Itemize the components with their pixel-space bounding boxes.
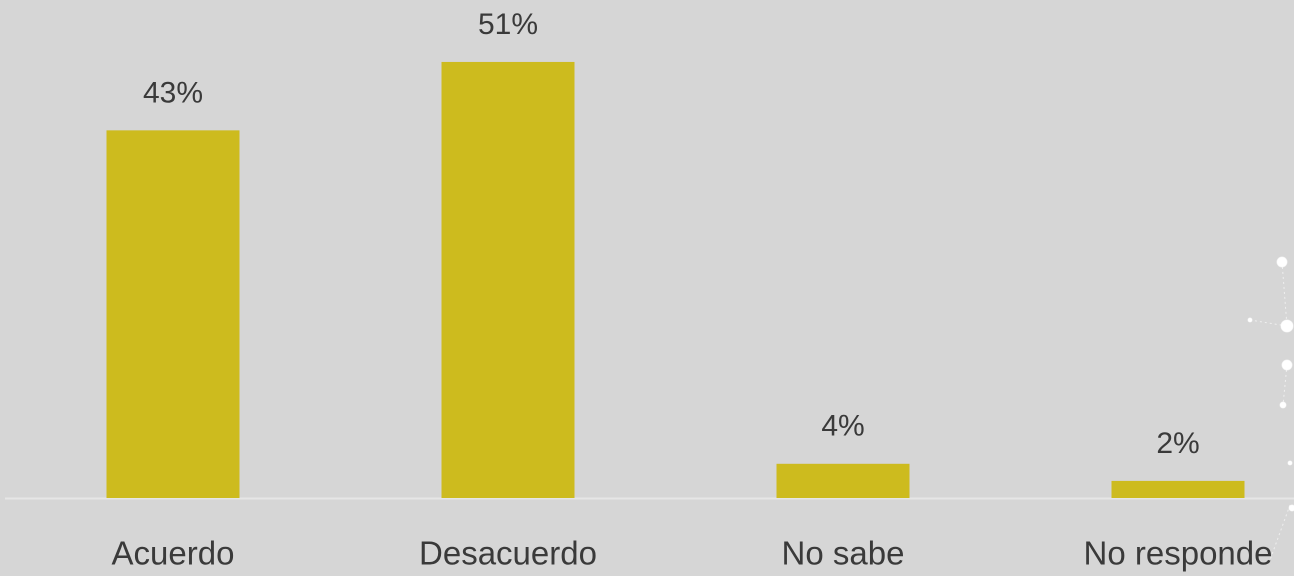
- value-label: 2%: [1156, 427, 1199, 460]
- bar: [776, 463, 910, 498]
- x-tick-label: No responde: [1084, 535, 1273, 572]
- x-tick-label: Acuerdo: [112, 535, 235, 572]
- value-label: 51%: [478, 8, 538, 41]
- bar: [106, 130, 240, 498]
- x-tick-label: No sabe: [782, 535, 905, 572]
- bar: [1111, 480, 1245, 498]
- value-label: 43%: [143, 76, 203, 109]
- x-tick-label: Desacuerdo: [419, 535, 597, 572]
- value-label: 4%: [821, 410, 864, 443]
- bar: [441, 61, 575, 498]
- decoration: [1247, 256, 1294, 561]
